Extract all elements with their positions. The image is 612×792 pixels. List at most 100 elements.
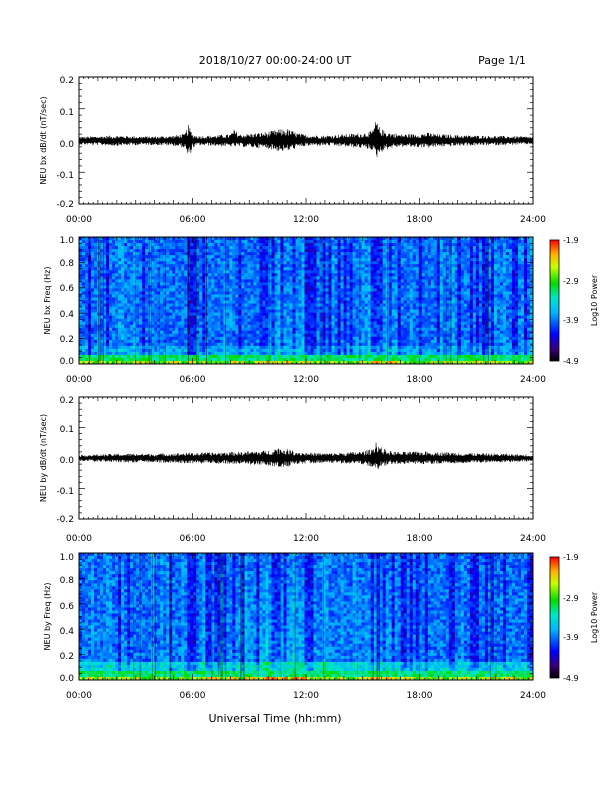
spectrogram-cell [157, 291, 161, 295]
spectrogram-cell [85, 237, 89, 241]
spectrogram-cell [406, 288, 411, 292]
spectrogram-cell [304, 333, 308, 338]
spectrogram-cell [307, 273, 311, 277]
spectrogram-cell [226, 342, 230, 347]
spectrogram-cell [394, 267, 399, 271]
spectrogram-cell [370, 357, 374, 362]
spectrogram-cell [133, 288, 137, 292]
spectrogram-cell [367, 294, 371, 298]
spectrogram-cell [370, 315, 374, 319]
spectrogram-cell [277, 318, 281, 322]
spectrogram-cell [115, 330, 119, 335]
spectrogram-cell [256, 270, 260, 274]
spectrogram-cell [289, 249, 293, 253]
spectrogram-cell [397, 324, 402, 329]
spectrogram-cell [163, 342, 167, 347]
spectrogram-cell [382, 240, 386, 244]
spectrogram-cell [406, 261, 411, 265]
spectrogram-cell [94, 300, 98, 304]
spectrogram-cell [115, 249, 119, 253]
spectrogram-cell [331, 330, 335, 335]
spectrogram-cell [220, 270, 224, 274]
spectrogram-cell [298, 345, 302, 350]
spectrogram-cell [91, 360, 95, 365]
spectrogram-cell [295, 276, 299, 280]
spectrogram-cell [283, 342, 287, 347]
spectrogram-cell [394, 285, 399, 289]
spectrogram-cell [145, 288, 149, 292]
spectrogram-cell [118, 333, 122, 338]
spectrogram-cell [190, 333, 194, 338]
spectrogram-cell [91, 339, 95, 344]
spectrogram-cell [277, 297, 281, 301]
spectrogram-cell [247, 339, 251, 344]
spectrogram-cell [223, 282, 227, 286]
spectrogram-cell [121, 327, 125, 332]
spectrogram-cell [190, 306, 194, 310]
spectrogram-cell [133, 276, 137, 280]
spectrogram-cell [190, 345, 194, 350]
spectrogram-cell [292, 261, 296, 265]
spectrogram-cell [124, 330, 128, 335]
spectrogram-cell [388, 270, 392, 274]
spectrogram-cell [262, 345, 266, 350]
spectrogram-cell [184, 294, 188, 298]
spectrogram-cell [238, 276, 242, 280]
spectrogram-cell [118, 264, 122, 268]
spectrogram-cell [361, 303, 365, 307]
spectrogram-cell [277, 240, 281, 244]
spectrogram-cell [103, 315, 107, 319]
spectrogram-cell [163, 294, 167, 298]
spectrogram-cell [403, 276, 408, 280]
spectrogram-cell [289, 258, 293, 262]
spectrogram-cell [310, 237, 314, 241]
spectrogram-cell [229, 273, 233, 277]
spectrogram-cell [112, 285, 116, 289]
spectrogram-cell [190, 258, 194, 262]
spectrogram-cell [169, 339, 173, 344]
spectrogram-cell [211, 246, 215, 250]
spectrogram-cell [127, 309, 131, 313]
spectrogram-cell [253, 360, 257, 365]
spectrogram-cell [106, 255, 110, 259]
spectrogram-cell [334, 312, 338, 316]
spectrogram-cell [229, 345, 233, 350]
spectrogram-cell [352, 309, 356, 313]
spectrogram-cell [271, 339, 275, 344]
spectrogram-cell [133, 315, 137, 319]
spectrogram-cell [145, 252, 149, 256]
spectrogram-cell [139, 339, 143, 344]
spectrogram-cell [91, 294, 95, 298]
spectrogram-cell [259, 303, 263, 307]
spectrogram-cell [349, 354, 353, 359]
spectrogram-cell [112, 258, 116, 262]
spectrogram-cell [139, 324, 143, 329]
spectrogram-cell [217, 312, 221, 316]
spectrogram-cell [136, 315, 140, 319]
spectrogram-cell [244, 348, 248, 353]
spectrogram-cell [334, 330, 338, 335]
spectrogram-cell [178, 303, 182, 307]
spectrogram-cell [361, 354, 365, 359]
spectrogram-cell [235, 306, 239, 310]
spectrogram-cell [217, 276, 221, 280]
spectrogram-cell [358, 294, 362, 298]
spectrogram-cell [352, 303, 356, 307]
spectrogram-cell [343, 357, 347, 362]
spectrogram-cell [163, 336, 167, 341]
spectrogram-cell [262, 285, 266, 289]
spectrogram-cell [262, 354, 266, 359]
spectrogram-cell [160, 276, 164, 280]
spectrogram-cell [295, 243, 299, 247]
spectrogram-cell [313, 303, 317, 307]
spectrogram-cell [193, 258, 197, 262]
spectrogram-cell [130, 294, 134, 298]
spectrogram-cell [220, 237, 224, 241]
spectrogram-cell [214, 243, 218, 247]
spectrogram-cell [361, 267, 365, 271]
spectrogram-cell [130, 276, 134, 280]
spectrogram-cell [328, 255, 332, 259]
spectrogram-cell [244, 297, 248, 301]
spectrogram-cell [205, 285, 209, 289]
spectrogram-cell [334, 351, 338, 356]
